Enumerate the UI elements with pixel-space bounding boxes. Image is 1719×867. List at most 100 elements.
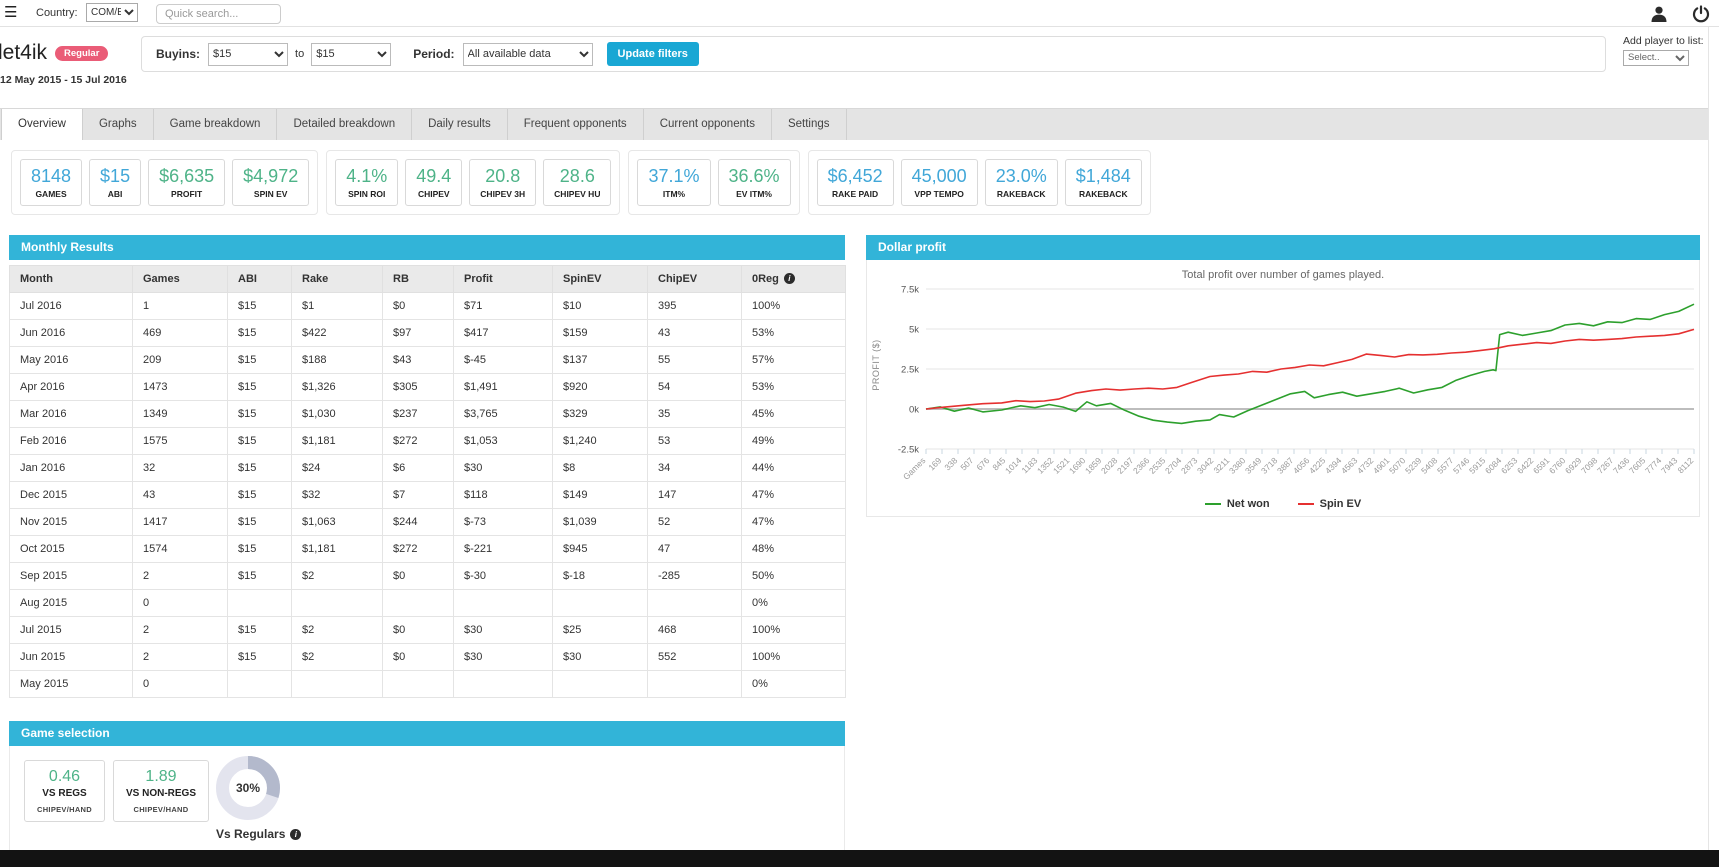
search-input[interactable] (156, 4, 281, 24)
cell: Jun 2016 (9, 319, 133, 347)
cell: $1,326 (291, 373, 383, 401)
table-row: Jan 2016 32 $15 $24 $6 $30 $8 34 44% (9, 454, 846, 482)
stat-group: $6,452 RAKE PAID 45,000 VPP TEMPO 23.0% RAKEB… (807, 150, 1151, 215)
tab-current-opponents[interactable]: Current opponents (644, 109, 772, 140)
stat-group: 4.1% SPIN ROI 49.4 CHIPEV 20.8 CHIPEV 3H 28.6 C… (326, 150, 621, 215)
add-player-to-list: Add player to list: Select.. (1623, 35, 1713, 66)
menu-icon[interactable]: ☰ (4, 4, 18, 21)
tab-game-breakdown[interactable]: Game breakdown (154, 109, 278, 140)
cell: $3,765 (453, 400, 553, 428)
svg-text:2197: 2197 (1115, 455, 1136, 476)
update-filters-button[interactable]: Update filters (606, 42, 699, 66)
cell: $7 (382, 481, 454, 509)
monthly-header-row: Month Games ABI Rake RB Profit SpinEV ChipEV 0Re… (9, 265, 846, 293)
cell: 0 (132, 589, 228, 617)
table-row: Oct 2015 1574 $15 $1,181 $272 $-221 $945 47 48% (9, 535, 846, 563)
svg-text:507: 507 (958, 455, 975, 472)
cell: $237 (382, 400, 454, 428)
cell: 100% (741, 292, 846, 320)
cell: $15 (227, 319, 292, 347)
svg-text:338: 338 (942, 455, 959, 472)
svg-text:1859: 1859 (1083, 455, 1104, 476)
svg-text:5408: 5408 (1419, 455, 1440, 476)
cell: 1575 (132, 427, 228, 455)
header: let4ik Regular 12 May 2015 - 15 Jul 2016… (0, 27, 1719, 108)
monthly-body: Jul 2016 1 $15 $1 $0 $71 $10 395 100% Jun 2016 469… (9, 292, 846, 698)
cell: 0% (741, 589, 846, 617)
cell: 34 (647, 454, 742, 482)
period-select[interactable]: All available data (462, 42, 593, 66)
svg-text:6591: 6591 (1531, 455, 1552, 476)
cell: 35 (647, 400, 742, 428)
add-player-select[interactable]: Select.. (1623, 49, 1689, 66)
stat-card-chipev-hu: 28.6 CHIPEV HU (543, 159, 612, 206)
stat-label: GAMES (35, 189, 67, 199)
cell: $0 (382, 643, 454, 671)
tab-detailed-breakdown[interactable]: Detailed breakdown (277, 109, 413, 140)
cell: $71 (453, 292, 553, 320)
legend-net-won: Net won (1204, 498, 1270, 510)
tab-settings[interactable]: Settings (772, 109, 847, 140)
cell (647, 589, 742, 617)
svg-text:5239: 5239 (1403, 455, 1424, 476)
cell: Jul 2015 (9, 616, 133, 644)
cell (552, 589, 648, 617)
cell: $15 (227, 292, 292, 320)
chart-legend: Net won Spin EV (867, 498, 1699, 510)
game-selection-panel: Game selection 0.46 VS REGS CHIPEV/HAND 1.8… (9, 721, 845, 853)
svg-text:4056: 4056 (1291, 455, 1312, 476)
scrollbar[interactable] (1708, 27, 1719, 850)
svg-text:1014: 1014 (1003, 455, 1024, 476)
cell: $15 (227, 535, 292, 563)
info-icon[interactable]: i (783, 273, 795, 284)
stat-label: SPIN EV (253, 189, 288, 199)
cell (453, 589, 553, 617)
svg-text:2704: 2704 (1163, 455, 1184, 476)
cell: $159 (552, 319, 648, 347)
svg-text:2535: 2535 (1147, 455, 1168, 476)
cell: 53% (741, 319, 846, 347)
tab-overview[interactable]: Overview (1, 109, 83, 140)
svg-text:7605: 7605 (1627, 455, 1648, 476)
power-icon[interactable] (1692, 5, 1710, 23)
cell: 100% (741, 643, 846, 671)
cell: 44% (741, 454, 846, 482)
net-won-swatch (1204, 503, 1221, 505)
tab-graphs[interactable]: Graphs (83, 109, 154, 140)
svg-text:7943: 7943 (1659, 455, 1680, 476)
cell: $6 (382, 454, 454, 482)
cell: $-45 (453, 346, 553, 374)
donut-percent-label: 30% (235, 781, 261, 795)
top-bar: ☰ Country: COM/EU (0, 0, 1719, 27)
svg-text:1183: 1183 (1019, 455, 1039, 475)
col-spinev: SpinEV (552, 265, 648, 293)
svg-text:4901: 4901 (1371, 455, 1392, 476)
svg-text:4563: 4563 (1339, 455, 1360, 476)
info-icon[interactable]: i (290, 829, 302, 840)
buyin-from-select[interactable]: $15 (208, 42, 289, 66)
cell: $15 (227, 346, 292, 374)
tab-frequent-opponents[interactable]: Frequent opponents (508, 109, 644, 140)
cell: 147 (647, 481, 742, 509)
vs-regulars-donut-wrap: 30% (216, 756, 280, 820)
stat-card-games: 8148 GAMES (20, 159, 83, 206)
stat-label: CHIPEV (417, 189, 450, 199)
svg-text:6253: 6253 (1499, 455, 1520, 476)
stat-card-rake-paid: $6,452 RAKE PAID (816, 159, 894, 206)
gs-cards: 0.46 VS REGS CHIPEV/HAND 1.89 VS NON-REGS CHI… (24, 760, 209, 822)
cell: $2 (291, 562, 383, 590)
stat-card-vpp-tempo: 45,000 VPP TEMPO (900, 159, 978, 206)
country-select[interactable]: COM/EU (86, 3, 138, 22)
spin-ev-line (925, 328, 1695, 410)
cell: Mar 2016 (9, 400, 133, 428)
tab-daily-results[interactable]: Daily results (412, 109, 508, 140)
x-axis-labels: Games16933850767684510141183135215211690… (901, 449, 1696, 482)
cell: $10 (552, 292, 648, 320)
svg-text:4732: 4732 (1355, 455, 1376, 476)
buyin-to-select[interactable]: $15 (311, 42, 392, 66)
game-selection-header: Game selection (9, 721, 845, 746)
game-selection-content: 0.46 VS REGS CHIPEV/HAND 1.89 VS NON-REGS CHI… (9, 746, 845, 853)
stat-value: 49.4 (416, 166, 452, 186)
cell: Nov 2015 (9, 508, 133, 536)
user-icon[interactable] (1650, 5, 1668, 23)
